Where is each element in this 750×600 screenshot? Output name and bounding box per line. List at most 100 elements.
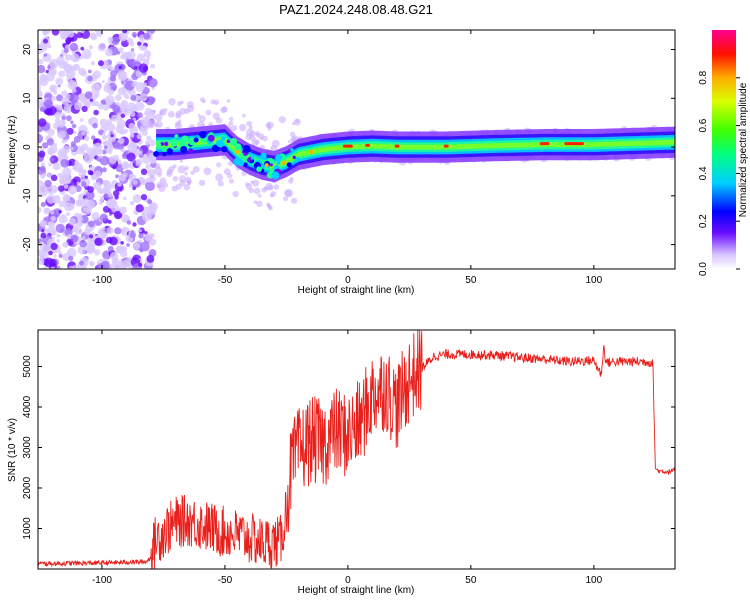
noise-blob xyxy=(73,131,77,135)
ridge-halo xyxy=(159,109,165,116)
spectrogram-y-tick-label: -20 xyxy=(22,237,33,252)
noise-blob xyxy=(78,221,82,225)
noise-blob xyxy=(53,254,57,258)
noise-blob xyxy=(131,82,137,87)
ridge-halo xyxy=(255,131,260,136)
ridge-halo xyxy=(230,124,238,132)
noise-blob xyxy=(129,232,136,239)
noise-blob xyxy=(102,186,112,195)
noise-blob xyxy=(97,60,104,67)
noise-blob xyxy=(67,31,75,38)
spectrogram-frame xyxy=(37,29,676,270)
noise-blob xyxy=(112,104,121,113)
noise-blob xyxy=(65,37,72,44)
noise-blob xyxy=(110,133,114,138)
ridge-halo xyxy=(257,194,262,198)
ridge-blob xyxy=(242,145,251,153)
noise-blob xyxy=(44,257,54,268)
ridge-peak xyxy=(264,163,269,168)
noise-blob xyxy=(85,130,90,134)
colorbar-gradient xyxy=(712,30,736,269)
ridge-halo xyxy=(155,120,163,128)
noise-blob xyxy=(80,46,85,51)
noise-blob xyxy=(132,159,136,163)
ridge-halo xyxy=(198,179,206,187)
ridge-halo xyxy=(179,107,187,115)
noise-blob xyxy=(139,241,150,252)
colorbar-tick-label: 0.2 xyxy=(698,214,709,228)
colorbar-tick-label: 0.4 xyxy=(698,166,709,180)
noise-blob xyxy=(46,194,56,204)
noise-blob xyxy=(138,233,144,239)
ridge-blob xyxy=(162,152,167,157)
ridge-peak xyxy=(365,143,371,147)
noise-blob xyxy=(44,179,52,188)
noise-blob xyxy=(58,70,66,78)
ridge-blob xyxy=(269,163,273,167)
noise-blob xyxy=(64,33,69,38)
noise-blob xyxy=(98,103,105,110)
ridge-blob xyxy=(193,137,199,143)
noise-blob xyxy=(63,154,69,160)
noise-blob xyxy=(130,95,137,101)
noise-blob xyxy=(42,173,47,177)
noise-blob xyxy=(55,77,64,86)
noise-blob xyxy=(146,56,151,60)
ridge-blob xyxy=(181,135,189,143)
noise-blob xyxy=(51,30,60,36)
noise-blob xyxy=(151,87,155,91)
ridge-halo xyxy=(154,163,161,169)
ridge-blob xyxy=(162,147,167,152)
noise-blob xyxy=(122,172,128,178)
noise-blob xyxy=(144,233,153,242)
ridge-halo xyxy=(250,130,256,137)
noise-blob xyxy=(122,128,128,135)
ridge-halo xyxy=(273,184,280,190)
ridge-blob xyxy=(226,139,231,144)
snr-x-tick-label: 0 xyxy=(345,575,351,586)
noise-blob xyxy=(62,194,71,202)
noise-blob xyxy=(135,101,145,111)
noise-blob xyxy=(105,48,113,57)
noise-blob xyxy=(81,49,92,60)
noise-blob xyxy=(115,174,119,179)
noise-blob xyxy=(50,95,57,101)
noise-blob xyxy=(140,178,148,186)
snr-y-tick-label: 5000 xyxy=(22,355,33,378)
noise-blob xyxy=(42,38,49,44)
ridge-blob xyxy=(275,154,283,162)
noise-blob xyxy=(148,109,155,116)
noise-blob xyxy=(128,123,136,130)
noise-blob xyxy=(89,32,97,39)
noise-blob xyxy=(73,136,81,143)
snr-x-ticks: -100 -50 0 50 100 xyxy=(92,330,603,586)
noise-blob xyxy=(91,212,100,221)
noise-blob xyxy=(38,206,42,214)
noise-blob xyxy=(66,212,71,217)
noise-blob xyxy=(90,101,96,107)
ridge-halo xyxy=(266,121,274,129)
noise-blob xyxy=(107,36,113,42)
noise-blob xyxy=(111,114,119,122)
ridge-halo xyxy=(215,173,224,182)
noise-blob xyxy=(143,32,151,40)
noise-blob xyxy=(106,123,116,132)
noise-blob xyxy=(112,141,120,149)
noise-blob xyxy=(114,94,122,101)
noise-blob xyxy=(118,47,124,53)
ridge-halo xyxy=(197,113,201,117)
noise-blob xyxy=(99,155,110,166)
noise-blob xyxy=(97,230,107,240)
noise-blob xyxy=(129,133,135,138)
noise-blob xyxy=(133,242,141,250)
ridge-halo xyxy=(232,190,239,198)
noise-blob xyxy=(58,200,66,208)
ridge-halo xyxy=(213,99,220,106)
noise-blob xyxy=(90,247,96,252)
noise-blob xyxy=(52,162,61,171)
noise-blob xyxy=(146,205,157,216)
ridge-halo xyxy=(253,187,261,195)
ridge-halo xyxy=(293,118,301,126)
noise-blob xyxy=(101,149,107,155)
noise-blob xyxy=(56,265,61,269)
